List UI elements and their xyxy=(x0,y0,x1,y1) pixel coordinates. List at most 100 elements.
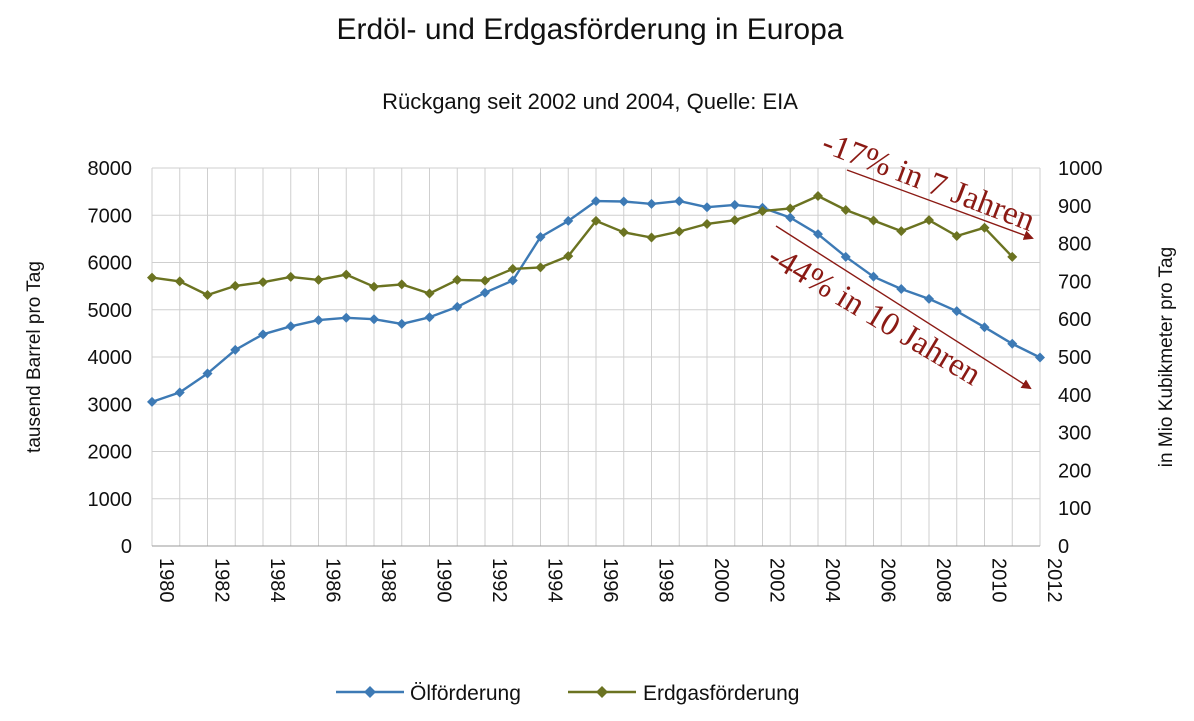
x-tick-label: 2008 xyxy=(932,558,954,603)
data-point xyxy=(840,251,851,262)
x-tick-label: 2012 xyxy=(1043,558,1065,603)
left-y-axis-ticks: 0 1000 2000 3000 4000 5000 6000 7000 8000 xyxy=(88,158,133,558)
x-tick-label: 1994 xyxy=(544,558,566,603)
right-y-tick-label: 1000 xyxy=(1058,158,1103,180)
x-tick-label: 1982 xyxy=(211,558,233,603)
x-tick-label: 2010 xyxy=(988,558,1010,603)
left-y-tick-label: 1000 xyxy=(88,489,133,511)
x-tick-label: 1990 xyxy=(433,558,455,603)
data-point xyxy=(258,277,268,288)
series-oil xyxy=(147,196,1045,407)
data-point xyxy=(535,231,546,242)
data-point xyxy=(174,276,185,287)
data-point xyxy=(452,301,463,312)
x-tick-label: 1998 xyxy=(655,558,677,603)
data-point xyxy=(924,215,934,226)
data-point xyxy=(702,218,712,229)
data-point xyxy=(840,204,851,215)
chart-subtitle: Rückgang seit 2002 und 2004, Quelle: EIA xyxy=(382,89,798,114)
annotation-arrow-oil xyxy=(775,225,1032,390)
data-point xyxy=(369,281,379,292)
right-y-tick-label: 0 xyxy=(1058,536,1069,558)
annotation-oil-text: -44% in 10 Jahren xyxy=(762,238,987,393)
data-point xyxy=(202,368,213,379)
data-point xyxy=(896,226,907,237)
data-point xyxy=(868,271,879,282)
data-point xyxy=(341,312,352,323)
left-y-tick-label: 6000 xyxy=(88,253,133,275)
x-axis-ticks: 1980 1982 1984 1986 1988 1990 1992 1994 1996 1998… xyxy=(155,558,1065,603)
data-point xyxy=(1007,338,1018,349)
data-point xyxy=(369,314,379,325)
data-point xyxy=(979,222,990,233)
data-point xyxy=(674,196,685,207)
left-y-tick-label: 3000 xyxy=(88,394,133,416)
data-point xyxy=(757,206,768,217)
data-point xyxy=(813,190,823,201)
data-point xyxy=(480,275,490,286)
data-point xyxy=(702,202,712,213)
legend-marker-gas xyxy=(596,686,608,698)
annotation-arrow-gas xyxy=(846,169,1034,240)
legend-label-oil: Ölförderung xyxy=(410,682,521,705)
x-tick-label: 2000 xyxy=(710,558,732,603)
data-point xyxy=(230,344,241,355)
left-y-tick-label: 0 xyxy=(121,536,132,558)
data-point xyxy=(285,321,296,332)
grid xyxy=(151,167,1041,547)
data-point xyxy=(646,232,657,243)
x-tick-label: 1980 xyxy=(155,558,177,603)
data-point xyxy=(646,198,657,209)
data-point xyxy=(1007,251,1018,262)
data-point xyxy=(785,203,796,214)
legend: Ölförderung Erdgasförderung xyxy=(336,682,799,705)
data-point xyxy=(591,196,601,207)
data-point xyxy=(785,212,796,223)
left-y-tick-label: 8000 xyxy=(88,158,133,180)
data-point xyxy=(674,226,685,237)
data-point xyxy=(174,387,185,398)
data-point xyxy=(313,315,324,326)
data-point xyxy=(729,215,740,226)
right-y-axis-ticks: 0 100 200 300 400 500 600 700 800 900 1000 xyxy=(1058,158,1103,558)
right-y-tick-label: 300 xyxy=(1058,423,1091,445)
x-tick-label: 1988 xyxy=(377,558,399,603)
data-point xyxy=(258,329,268,340)
data-point xyxy=(618,227,629,238)
legend-marker-oil xyxy=(364,686,376,698)
right-y-tick-label: 600 xyxy=(1058,309,1091,331)
data-point xyxy=(452,274,463,285)
right-y-tick-label: 800 xyxy=(1058,234,1091,256)
x-tick-label: 2004 xyxy=(821,558,843,603)
data-point xyxy=(1035,352,1045,363)
legend-item-oil: Ölförderung xyxy=(336,682,521,705)
data-point xyxy=(396,318,407,329)
data-point xyxy=(563,251,574,262)
data-point xyxy=(285,271,296,282)
right-y-tick-label: 200 xyxy=(1058,460,1091,482)
chart-title: Erdöl- und Erdgasförderung in Europa xyxy=(337,13,844,46)
right-y-tick-label: 400 xyxy=(1058,385,1091,407)
legend-label-gas: Erdgasförderung xyxy=(643,682,799,705)
right-y-tick-label: 500 xyxy=(1058,347,1091,369)
data-point xyxy=(951,306,962,317)
left-y-tick-label: 2000 xyxy=(88,442,133,464)
series-layer xyxy=(147,190,1045,407)
data-point xyxy=(507,263,518,274)
data-point xyxy=(813,229,823,240)
data-point xyxy=(313,274,324,285)
data-point xyxy=(424,312,435,323)
data-point xyxy=(868,215,879,226)
data-point xyxy=(341,269,352,280)
data-point xyxy=(951,231,962,242)
data-point xyxy=(979,322,990,333)
left-y-tick-label: 4000 xyxy=(88,347,133,369)
data-point xyxy=(396,279,407,290)
data-point xyxy=(507,275,518,286)
data-point xyxy=(424,288,435,299)
data-point xyxy=(563,215,574,226)
data-point xyxy=(591,215,601,226)
data-point xyxy=(535,262,546,273)
left-y-axis-label: tausend Barrel pro Tag xyxy=(24,261,45,453)
